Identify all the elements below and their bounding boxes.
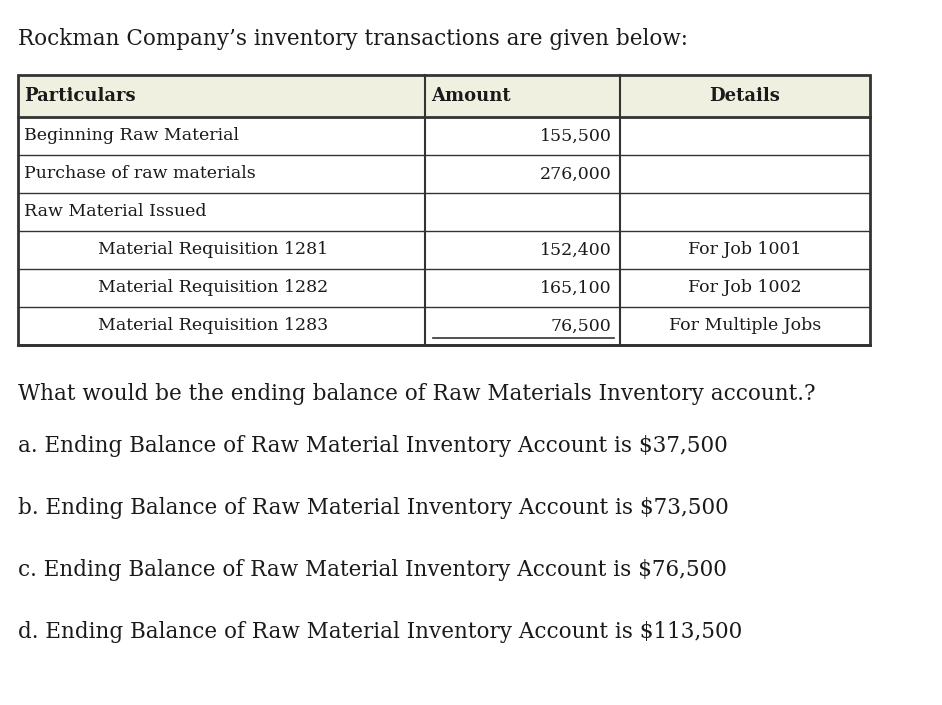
Text: Beginning Raw Material: Beginning Raw Material	[24, 128, 239, 145]
Text: Amount: Amount	[431, 87, 511, 105]
Text: Material Requisition 1283: Material Requisition 1283	[98, 317, 328, 334]
Bar	[18, 75, 870, 345]
Text: Rockman Company’s inventory transactions are given below:: Rockman Company’s inventory transactions…	[18, 28, 688, 50]
Text: 76,500: 76,500	[551, 317, 611, 334]
Text: 152,400: 152,400	[540, 242, 611, 259]
Text: 165,100: 165,100	[540, 279, 611, 297]
Text: For Multiple Jobs: For Multiple Jobs	[669, 317, 820, 334]
Text: Material Requisition 1281: Material Requisition 1281	[98, 242, 328, 259]
Text: Purchase of raw materials: Purchase of raw materials	[24, 166, 255, 183]
Text: d. Ending Balance of Raw Material Inventory Account is $113,500: d. Ending Balance of Raw Material Invent…	[18, 621, 742, 643]
Text: Raw Material Issued: Raw Material Issued	[24, 204, 206, 221]
Text: a. Ending Balance of Raw Material Inventory Account is $37,500: a. Ending Balance of Raw Material Invent…	[18, 435, 728, 457]
Text: 155,500: 155,500	[540, 128, 611, 145]
Text: For Job 1001: For Job 1001	[688, 242, 802, 259]
Text: Particulars: Particulars	[24, 87, 136, 105]
Text: Details: Details	[709, 87, 780, 105]
Text: Material Requisition 1282: Material Requisition 1282	[98, 279, 328, 297]
Text: 276,000: 276,000	[540, 166, 611, 183]
Text: c. Ending Balance of Raw Material Inventory Account is $76,500: c. Ending Balance of Raw Material Invent…	[18, 559, 727, 581]
Bar	[18, 75, 870, 117]
Text: For Job 1002: For Job 1002	[688, 279, 802, 297]
Text: b. Ending Balance of Raw Material Inventory Account is $73,500: b. Ending Balance of Raw Material Invent…	[18, 497, 729, 519]
Text: What would be the ending balance of Raw Materials Inventory account.?: What would be the ending balance of Raw …	[18, 383, 816, 405]
